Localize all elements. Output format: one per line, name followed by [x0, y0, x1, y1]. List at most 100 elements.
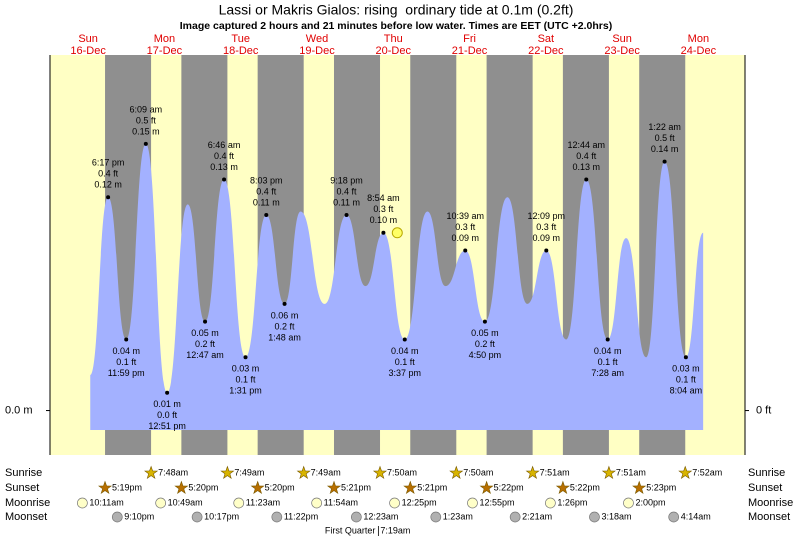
extreme-label: 12:44 am: [568, 140, 606, 150]
almanac-time: 5:21pm: [417, 482, 447, 492]
sun-icon: [601, 465, 616, 480]
almanac-time: 7:51am: [616, 467, 646, 477]
chart-title: Lassi or Makris Gialos: rising ordinary …: [219, 2, 574, 18]
day-date: 21-Dec: [452, 45, 488, 57]
sun-icon: [555, 480, 570, 495]
day-name: Sat: [538, 33, 555, 45]
moonrise-icon: [155, 497, 167, 509]
almanac-time: 3:18am: [601, 511, 631, 521]
moon-phase-time: 7:19am: [380, 525, 410, 535]
extreme-dot: [165, 390, 170, 395]
extreme-label: 8:03 pm: [250, 175, 283, 185]
almanac-time: 2:00pm: [635, 497, 665, 507]
almanac-time: 5:23pm: [646, 482, 676, 492]
almanac-time: 5:22pm: [570, 482, 600, 492]
moonrise-icon: [77, 497, 88, 509]
extreme-label: 0.09 m: [533, 233, 561, 243]
day-name: Sun: [612, 33, 632, 45]
moonset-icon: [271, 511, 283, 523]
day-date: 20-Dec: [376, 45, 412, 57]
extreme-dot: [463, 248, 468, 253]
day-name: Mon: [154, 33, 175, 45]
almanac-time: 10:11am: [89, 497, 123, 507]
moonset-icon: [191, 511, 203, 523]
extreme-label: 6:46 am: [208, 140, 241, 150]
almanac-time: 5:20pm: [188, 482, 218, 492]
moon-phase-name: First Quarter: [325, 525, 376, 535]
almanac-time: 11:23am: [246, 497, 280, 507]
extreme-dot: [544, 248, 549, 253]
extreme-label: 0.3 ft: [373, 204, 394, 214]
row-label: Sunset: [748, 482, 782, 494]
extreme-dot: [584, 177, 589, 182]
almanac-time: 5:19pm: [112, 482, 142, 492]
sun-icon: [144, 465, 159, 480]
sun-icon: [220, 465, 235, 480]
extreme-label: 0.11 m: [333, 197, 360, 207]
moonset-icon: [430, 511, 442, 523]
extreme-label: 0.0 ft: [157, 410, 178, 420]
extreme-label: 12:47 am: [186, 350, 224, 360]
extreme-label: 0.2 ft: [195, 339, 216, 349]
extreme-dot: [683, 355, 688, 360]
extreme-label: 1:48 am: [268, 332, 301, 342]
moonrise-icon: [389, 497, 400, 509]
almanac-time: 11:22pm: [284, 511, 318, 521]
extreme-label: 0.1 ft: [116, 357, 137, 367]
extreme-dot: [344, 213, 349, 217]
extreme-label: 12:09 pm: [528, 211, 566, 221]
extreme-label: 0.03 m: [232, 364, 260, 374]
extreme-dot: [203, 319, 208, 324]
extreme-label: 0.01 m: [153, 399, 181, 409]
sun-icon: [479, 480, 494, 495]
almanac-time: 11:54am: [324, 497, 358, 507]
day-date: 24-Dec: [681, 45, 717, 57]
almanac-time: 7:50am: [463, 467, 493, 477]
extreme-label: 1:22 am: [648, 122, 681, 132]
extreme-dot: [402, 337, 407, 342]
sun-icon: [326, 480, 342, 495]
almanac-time: 4:14am: [681, 511, 711, 521]
day-date: 17-Dec: [147, 45, 183, 57]
sun-icon: [98, 480, 113, 495]
extreme-label: 0.4 ft: [256, 186, 277, 196]
extreme-label: 0.4 ft: [576, 151, 597, 161]
extreme-label: 0.2 ft: [275, 321, 296, 331]
extreme-dot: [282, 301, 287, 306]
tide-area: [90, 143, 704, 430]
extreme-label: 0.5 ft: [655, 133, 676, 143]
sun-icon: [525, 465, 540, 480]
almanac-time: 12:55pm: [479, 497, 514, 507]
extreme-label: 3:37 pm: [388, 368, 421, 378]
extreme-label: 0.11 m: [253, 197, 280, 207]
extreme-label: 1:31 pm: [229, 386, 262, 396]
almanac-time: 10:17pm: [204, 511, 239, 521]
now-marker: [391, 227, 403, 239]
extreme-label: 0.04 m: [391, 346, 419, 356]
day-date: 16-Dec: [70, 45, 106, 57]
moonset-icon: [350, 511, 362, 523]
almanac-time: 10:49am: [168, 497, 203, 507]
extreme-label: 0.14 m: [651, 144, 679, 154]
extreme-label: 0.3 ft: [536, 222, 557, 232]
row-label: Moonset: [5, 511, 47, 523]
almanac-time: 7:50am: [387, 467, 417, 477]
day-name: Wed: [306, 33, 328, 45]
extreme-dot: [222, 177, 227, 182]
moonset-icon: [111, 511, 123, 523]
extreme-dot: [605, 337, 610, 342]
row-label: Sunrise: [748, 467, 785, 479]
extreme-label: 0.1 ft: [598, 357, 619, 367]
moonset-icon: [668, 511, 680, 523]
day-name: Sun: [78, 33, 98, 45]
extreme-label: 0.10 m: [370, 215, 398, 225]
extreme-label: 0.4 ft: [337, 186, 358, 196]
sun-icon: [678, 465, 693, 480]
moonrise-icon: [233, 497, 245, 509]
day-date: 22-Dec: [528, 45, 564, 57]
extreme-label: 0.05 m: [191, 328, 219, 338]
day-name: Tue: [231, 33, 250, 45]
almanac-time: 1:23am: [443, 511, 473, 521]
almanac-time: 7:49am: [311, 467, 341, 477]
